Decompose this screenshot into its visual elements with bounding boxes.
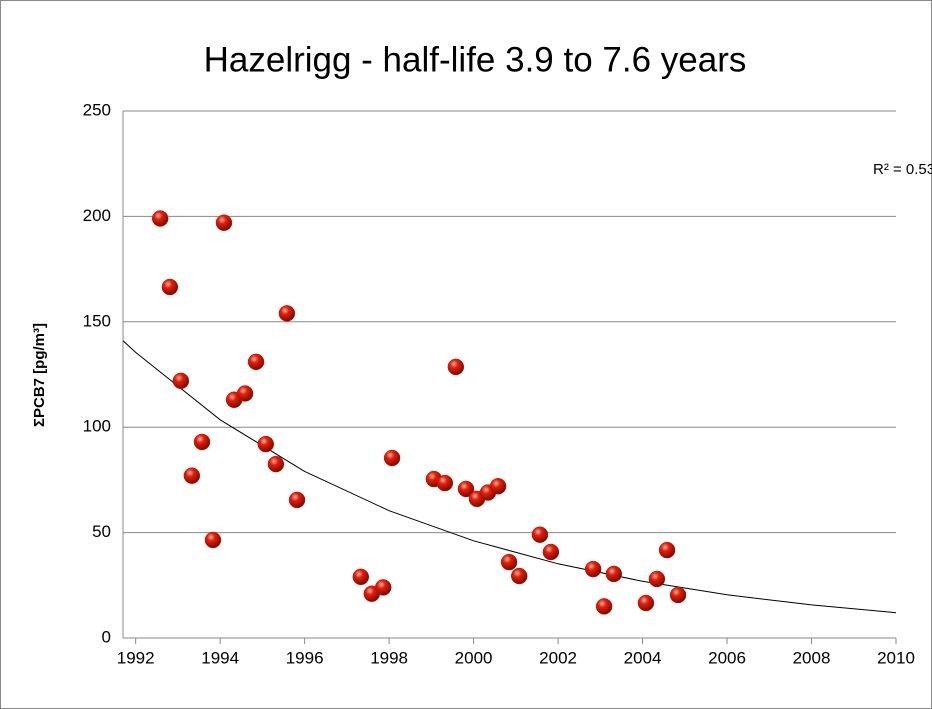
data-point xyxy=(278,305,296,322)
data-point xyxy=(584,560,602,578)
data-point xyxy=(236,385,254,402)
data-point xyxy=(374,579,392,596)
data-point xyxy=(542,543,560,561)
data-point xyxy=(383,449,401,467)
x-tick-label: 1992 xyxy=(117,648,155,667)
x-tick-label: 2006 xyxy=(708,648,746,667)
x-tick-label: 1994 xyxy=(201,648,239,667)
y-axis-label: ΣPCB7 [pg/m³] xyxy=(31,323,48,427)
x-tick-label: 2004 xyxy=(624,648,662,667)
data-point xyxy=(489,477,507,495)
data-point xyxy=(637,594,655,612)
data-point xyxy=(510,567,528,585)
data-point xyxy=(595,598,613,615)
data-point xyxy=(172,372,190,390)
x-tick-label: 2002 xyxy=(539,648,577,667)
annotation: R² = 0.5376 xyxy=(873,161,932,178)
data-point xyxy=(247,353,265,371)
data-point xyxy=(288,491,306,509)
data-point xyxy=(436,474,454,492)
y-tick-label: 50 xyxy=(92,522,111,541)
x-tick-label: 1998 xyxy=(370,648,408,667)
chart-title: Hazelrigg - half-life 3.9 to 7.6 years xyxy=(204,40,747,79)
y-tick-label: 250 xyxy=(83,100,111,119)
data-point xyxy=(531,526,549,543)
data-point xyxy=(257,435,275,453)
data-point xyxy=(352,568,370,586)
x-tick-label: 2000 xyxy=(455,648,493,667)
x-tick-label: 2010 xyxy=(877,648,915,667)
data-point xyxy=(669,586,687,604)
data-point xyxy=(605,565,623,583)
y-tick-label: 150 xyxy=(83,311,111,330)
data-point xyxy=(500,553,518,571)
data-point xyxy=(457,480,475,498)
data-point xyxy=(648,570,666,588)
data-point xyxy=(161,278,179,296)
data-point xyxy=(193,433,211,451)
data-point xyxy=(183,467,201,484)
data-point xyxy=(267,455,285,473)
y-tick-label: 100 xyxy=(83,417,111,436)
y-tick-label: 200 xyxy=(83,206,111,225)
data-point xyxy=(151,210,169,227)
trendline xyxy=(122,340,897,614)
x-tick-label: 1996 xyxy=(286,648,324,667)
y-tick-label: 0 xyxy=(102,627,111,646)
data-point xyxy=(215,214,233,231)
data-point xyxy=(204,531,222,549)
x-tick-label: 2008 xyxy=(793,648,831,667)
data-point xyxy=(447,358,465,376)
data-point xyxy=(658,541,676,559)
